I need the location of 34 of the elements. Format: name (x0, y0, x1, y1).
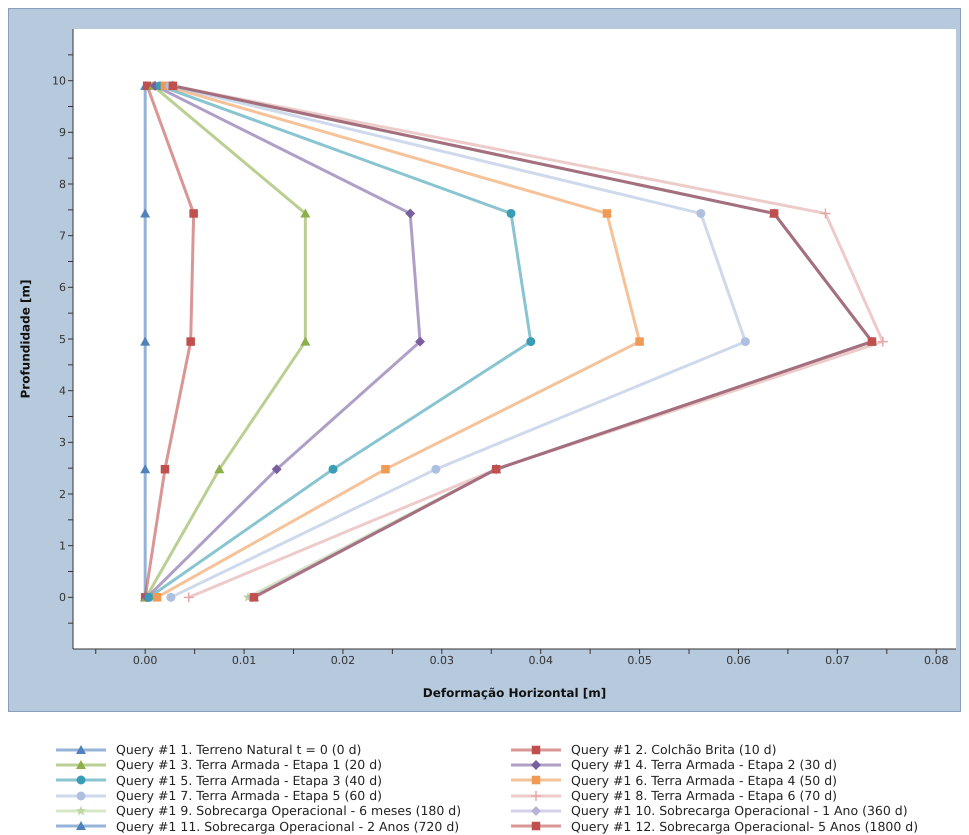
x-tick-label: 0.02 (330, 654, 356, 667)
x-tick-label: 0.00 (132, 654, 158, 667)
y-tick-label: 10 (52, 74, 66, 88)
legend-label: Query #1 9. Sobrecarga Operacional - 6 meses (180 d) (116, 803, 462, 818)
x-tick-label: 0.08 (924, 654, 948, 667)
y-tick-label: 4 (59, 384, 66, 398)
legend-label: Query #1 7. Terra Armada - Etapa 5 (60 d) (116, 788, 382, 804)
x-tick-label: 0.07 (825, 654, 850, 667)
x-tick-label: 0.03 (430, 654, 454, 667)
legend-label: Query #1 6. Terra Armada - Etapa 4 (50 d) (571, 772, 838, 788)
y-tick-label: 7 (59, 230, 66, 243)
y-tick-label: 8 (59, 178, 66, 191)
x-tick-label: 0.01 (232, 654, 256, 667)
y-tick-label: 9 (59, 126, 66, 140)
legend-label: Query #1 4. Terra Armada - Etapa 2 (30 d) (571, 757, 838, 772)
legend-label: Query #1 8. Terra Armada - Etapa 6 (70 d) (571, 788, 838, 804)
y-tick-label: 3 (59, 436, 66, 450)
y-axis-title: Profundidade [m] (18, 279, 32, 399)
y-tick-label: 6 (59, 281, 66, 294)
legend-label: Query #1 12. Sobrecarga Operacional- 5 Anos (1800 d) (571, 818, 918, 834)
x-tick-label: 0.05 (627, 654, 652, 667)
y-tick-label: 2 (59, 488, 66, 501)
x-tick-label: 0.04 (528, 654, 553, 667)
x-tick-label: 0.06 (726, 654, 751, 667)
y-tick-label: 1 (59, 540, 66, 553)
y-tick-label: 5 (59, 332, 66, 346)
legend-label: Query #1 10. Sobrecarga Operacional - 1 Ano (360 d) (571, 803, 908, 818)
x-axis-title: Deformação Horizontal [m] (422, 686, 606, 700)
legend-label: Query #1 2. Colchão Brita (10 d) (571, 742, 776, 758)
y-tick-label: 0 (59, 591, 66, 604)
legend-label: Query #1 11. Sobrecarga Operacional - 2 Anos (720 d) (116, 818, 460, 834)
legend-label: Query #1 3. Terra Armada - Etapa 1 (20 d) (116, 757, 382, 772)
legend-label: Query #1 5. Terra Armada - Etapa 3 (40 d) (116, 772, 382, 788)
legend-label: Query #1 1. Terreno Natural t = 0 (0 d) (116, 742, 362, 758)
